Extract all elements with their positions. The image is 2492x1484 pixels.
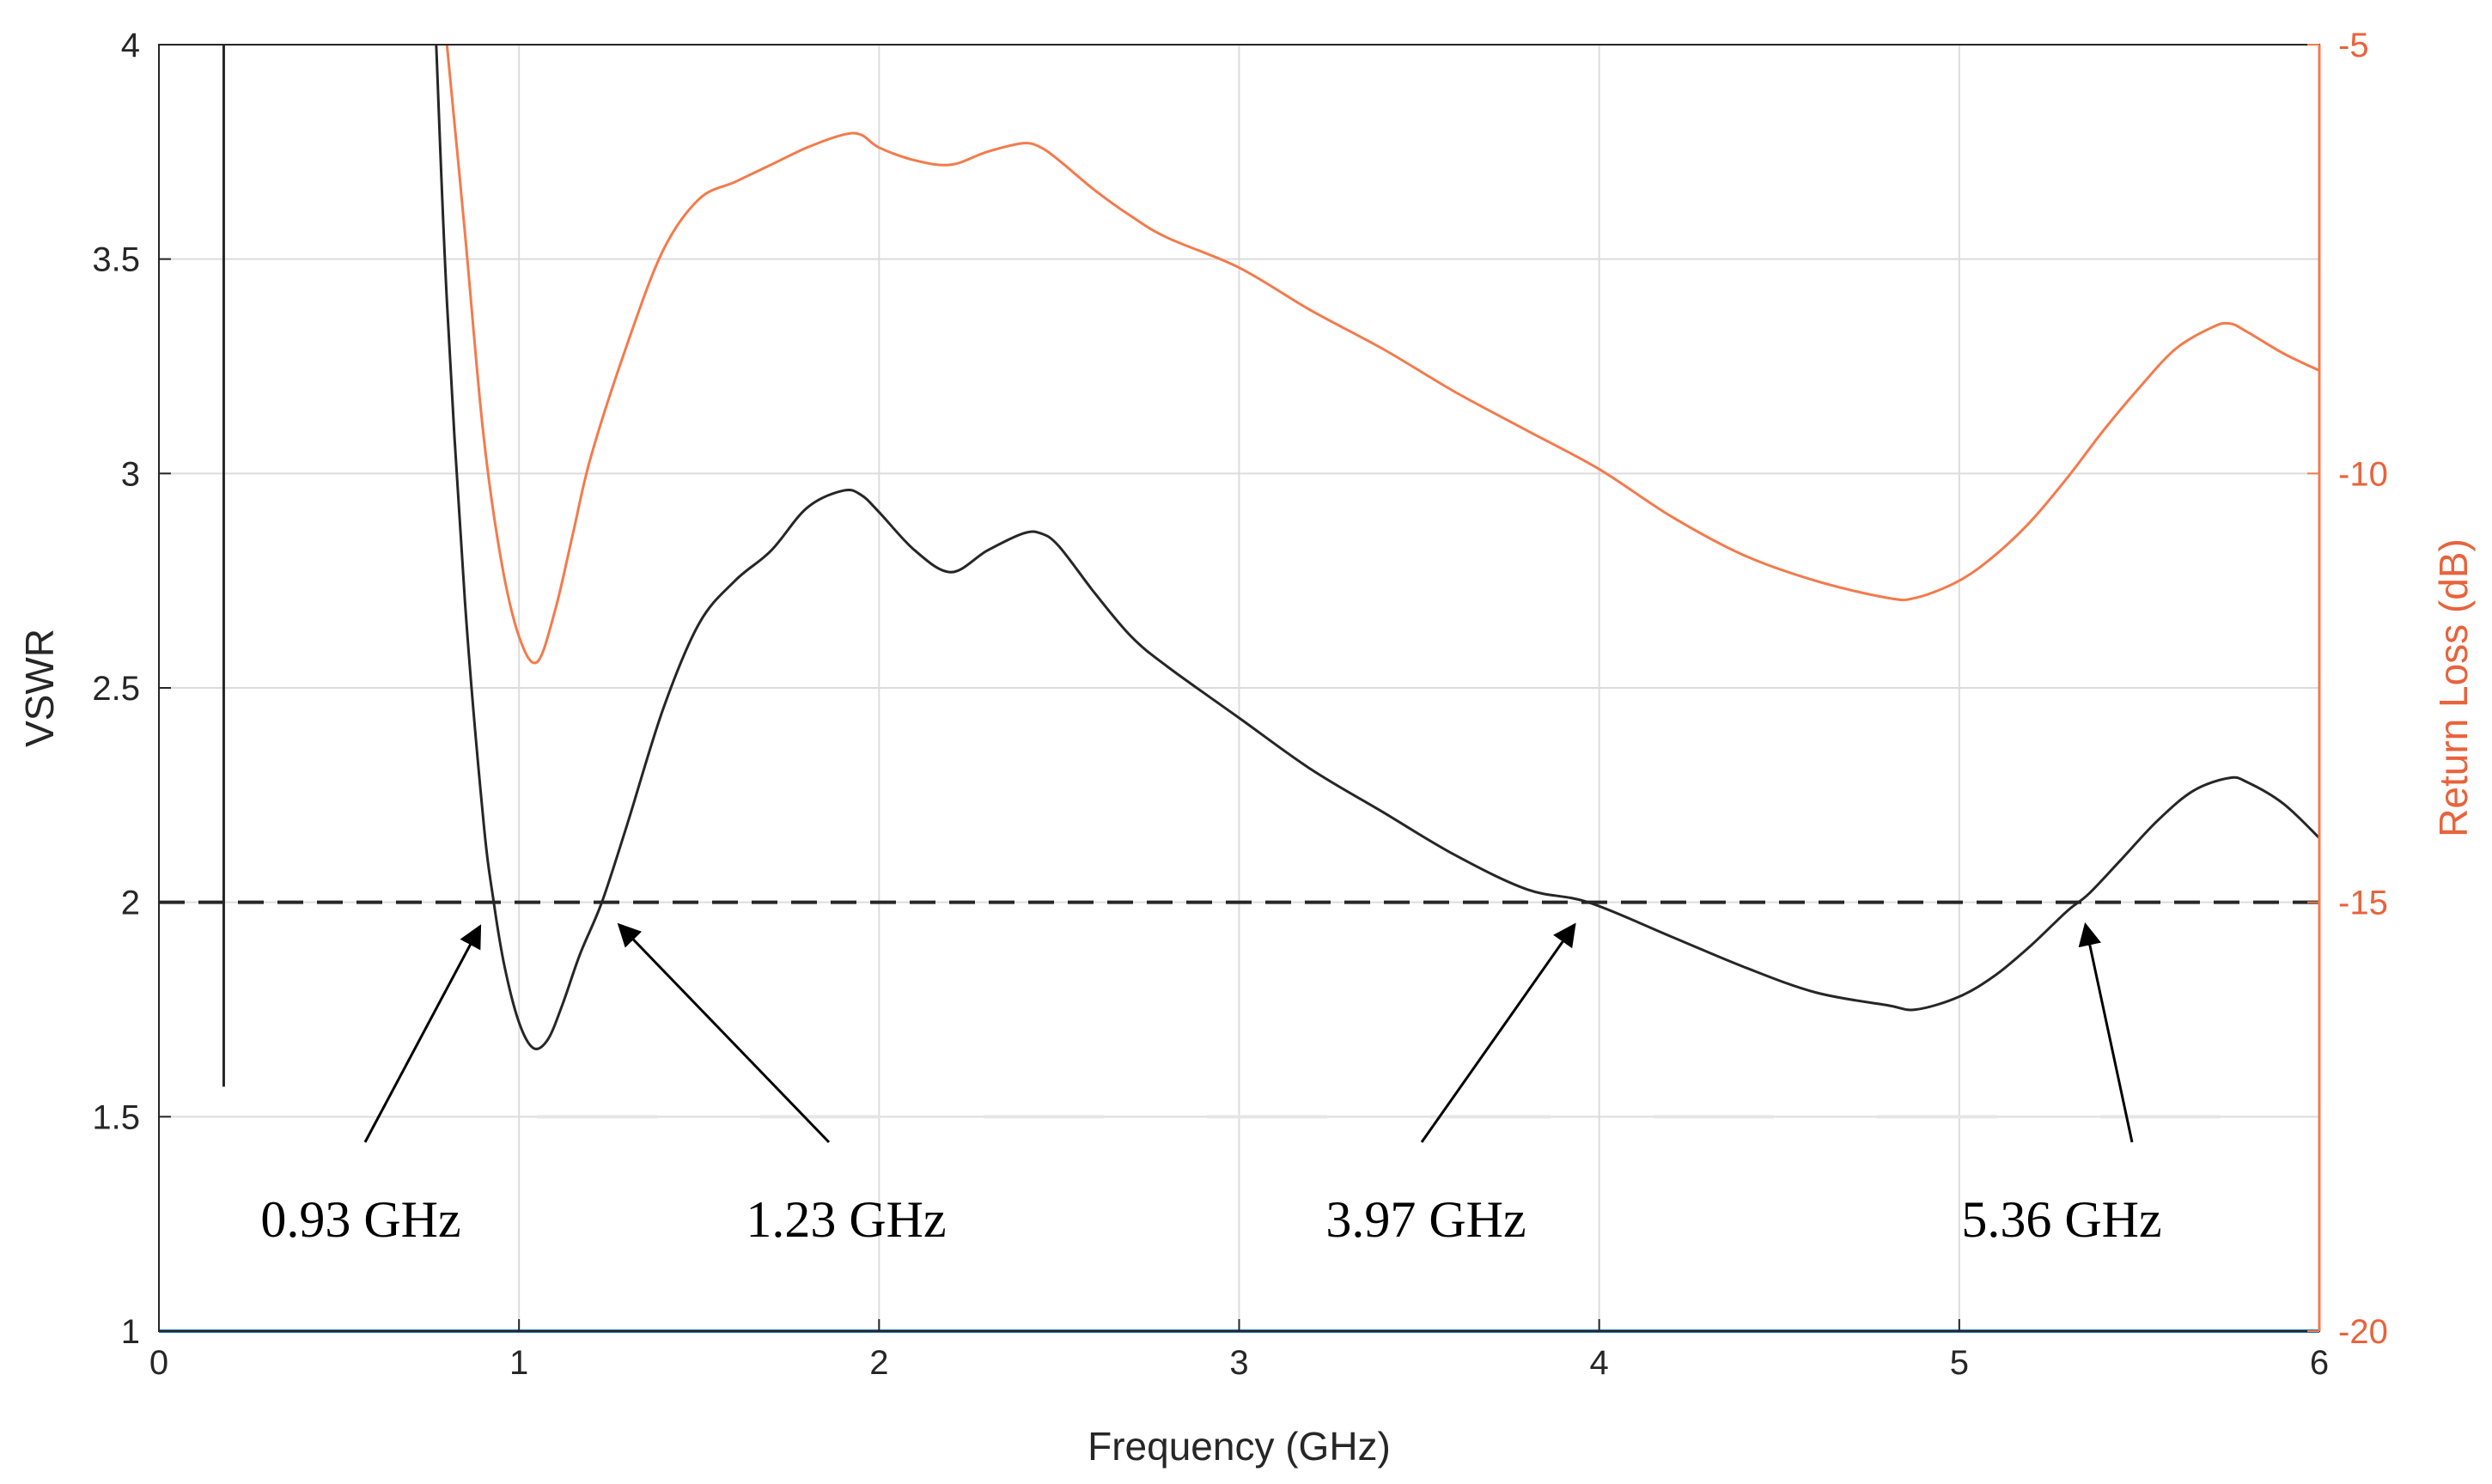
y-tick-label: 1.5 (92, 1098, 140, 1136)
vswr-series-line (435, 44, 2321, 1050)
x-tick-label: 4 (1590, 1344, 1609, 1382)
x-tick-label: 2 (869, 1344, 888, 1382)
x-axis-title: Frequency (GHz) (1088, 1424, 1391, 1469)
y-tick-label: 2 (121, 885, 140, 922)
y-tick-label: 3 (121, 455, 140, 493)
x-tick-label: 3 (1229, 1344, 1248, 1382)
frequency-annotation-label: 5.36 GHz (1961, 1191, 2161, 1248)
frequency-annotation-label: 3.97 GHz (1325, 1191, 1526, 1248)
annotations: 0.93 GHz 1.23 GHz 3.97 GHz 5.36 GHz (260, 922, 2162, 1248)
y2-axis-title: Return Loss (dB) (2431, 538, 2476, 837)
y2-tick-label: -15 (2338, 885, 2388, 922)
y-tick-label: 1 (121, 1313, 140, 1351)
reference-layer (159, 45, 2319, 1087)
grid (158, 44, 2320, 1332)
x-tick-label: 5 (1950, 1344, 1969, 1382)
frequency-annotation-label: 0.93 GHz (260, 1191, 460, 1248)
x-tick-label: 6 (2310, 1344, 2329, 1382)
x-tick-label: 1 (509, 1344, 528, 1382)
x-tick-label: 0 (149, 1344, 168, 1382)
annotation-arrow (617, 922, 831, 1144)
y2-tick-label: -10 (2338, 455, 2388, 493)
y2-tick-label: -5 (2338, 27, 2369, 64)
return-loss-series-line (445, 44, 2320, 665)
y-tick-label: 2.5 (92, 670, 140, 708)
y-tick-label: 3.5 (92, 241, 140, 279)
annotation-arrow (363, 924, 482, 1143)
y-tick-label: 4 (121, 27, 140, 64)
frequency-annotation-label: 1.23 GHz (746, 1191, 946, 1248)
ticks: 0 1 2 3 4 5 611.522.533.54-20-15-10-5 (92, 27, 2387, 1382)
annotation-arrow (2078, 922, 2134, 1143)
y2-tick-label: -20 (2338, 1313, 2388, 1351)
annotation-arrow (1420, 922, 1576, 1143)
y-axis-title: VSWR (17, 629, 62, 747)
